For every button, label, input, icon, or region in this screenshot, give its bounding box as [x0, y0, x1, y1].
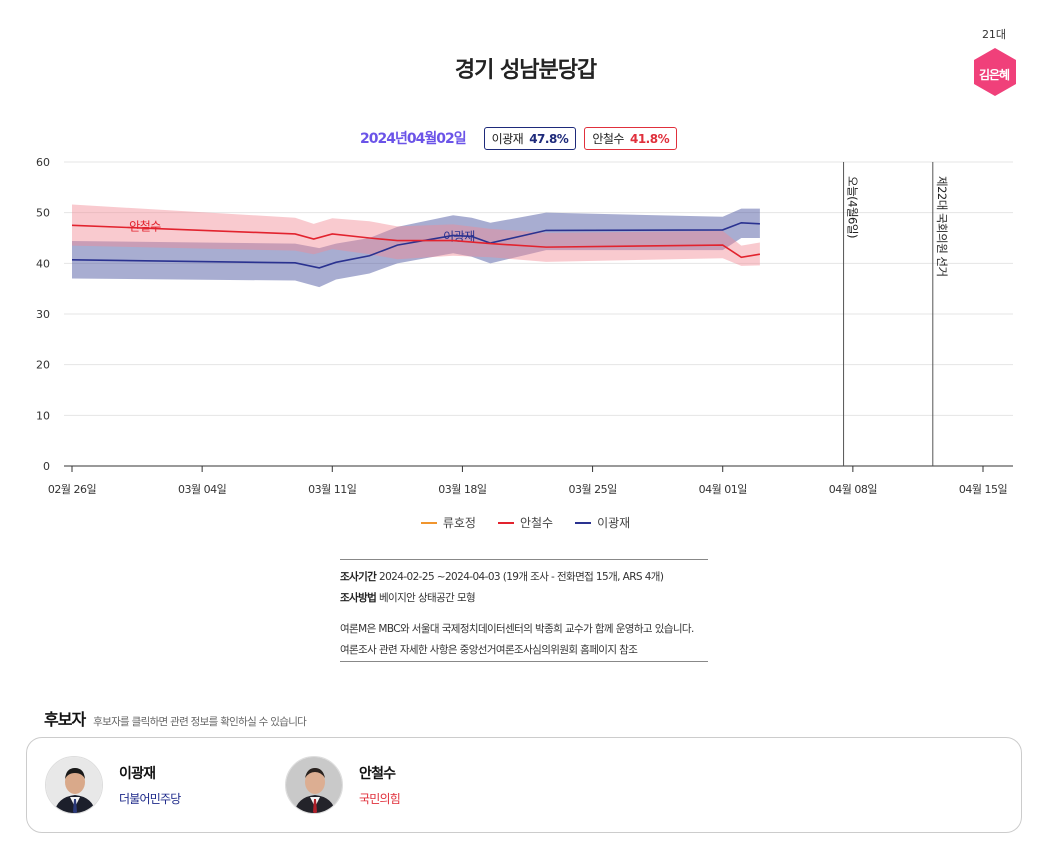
candidate-party: 더불어민주당	[119, 792, 181, 806]
period-label: 조사기간	[340, 571, 377, 583]
confidence-band-안철수	[72, 204, 760, 266]
x-tick-label: 03월 11일	[308, 482, 357, 496]
period-value: 2024-02-25 ~2024-04-03 (19개 조사 - 전화면접 15…	[379, 571, 664, 583]
legend-swatch	[420, 521, 437, 524]
candidate-party: 국민의힘	[359, 792, 401, 806]
legend-item[interactable]: 안철수	[497, 514, 554, 531]
y-tick-label: 10	[36, 409, 50, 422]
legend-swatch	[575, 521, 592, 524]
legend-label: 안철수	[519, 516, 554, 530]
candidate-card-1[interactable]: 이광재 더불어민주당	[45, 756, 181, 814]
cand2-pill-name: 안철수	[592, 131, 624, 146]
series-line-안철수	[71, 224, 761, 259]
incumbent-name: 김은혜	[978, 68, 1010, 82]
x-tick-label: 02월 26일	[48, 482, 97, 496]
x-tick-label: 04월 01일	[699, 482, 748, 496]
series-label-안철수: 안철수	[129, 219, 161, 233]
candidate-info: 이광재 더불어민주당	[119, 763, 181, 807]
incumbent-badge: 21대 김은혜	[968, 26, 1020, 100]
candidate-name[interactable]: 안철수	[359, 766, 396, 782]
x-tick-label: 04월 15일	[959, 482, 1008, 496]
y-tick-label: 40	[36, 257, 50, 270]
person-icon	[286, 757, 342, 813]
x-tick-label: 03월 25일	[568, 482, 617, 496]
y-tick-label: 0	[43, 460, 50, 473]
candidates-header: 후보자 후보자를 클릭하면 관련 정보를 확인하실 수 있습니다	[44, 706, 307, 730]
cand2-pill-pct: 41.8%	[629, 131, 670, 146]
method-label: 조사방법	[340, 592, 377, 604]
candidates-card: 이광재 더불어민주당 안철수 국민의힘	[26, 737, 1022, 833]
avatar[interactable]	[45, 756, 103, 814]
x-tick-label: 03월 18일	[438, 482, 487, 496]
note-line-2: 여론조사 관련 자세한 사항은 중앙선거여론조사심의위원회 홈페이지 참조	[340, 644, 638, 656]
person-icon	[46, 757, 102, 813]
cand1-pill: 이광재 47.8%	[483, 126, 577, 150]
status-bar: 2024년04월02일 이광재 47.8% 안철수 41.8%	[360, 126, 685, 150]
page-title: 경기 성남분당갑	[454, 58, 597, 83]
note-line-1: 여론M은 MBC와 서울대 국제정치데이터센터의 박종희 교수가 함께 운영하고…	[340, 623, 694, 635]
marker-label: 오늘(4월6일)	[846, 176, 860, 238]
candidate-info: 안철수 국민의힘	[359, 763, 401, 807]
legend-item[interactable]: 이광재	[575, 514, 630, 531]
series-line-이광재	[71, 221, 760, 269]
hexagon-icon	[973, 48, 1016, 96]
method-value: 베이지안 상태공간 모형	[379, 592, 476, 604]
legend-swatch	[497, 521, 514, 524]
y-tick-label: 60	[36, 156, 50, 169]
candidates-heading: 후보자	[44, 710, 86, 729]
x-tick-label: 04월 08일	[829, 482, 878, 496]
y-tick-label: 30	[36, 308, 50, 321]
confidence-band-이광재	[72, 208, 760, 288]
candidate-card-2[interactable]: 안철수 국민의힘	[285, 756, 401, 814]
candidate-name[interactable]: 이광재	[119, 766, 156, 782]
x-tick-label: 03월 04일	[178, 482, 227, 496]
term-label: 21대	[981, 28, 1007, 41]
poll-chart[interactable]: 0 10 20 30 40 50 60 02월 26일 03월 04일 03월 11일 03월 18…	[0, 150, 1051, 510]
avatar[interactable]	[285, 756, 343, 814]
y-tick-label: 50	[36, 207, 50, 220]
y-tick-label: 20	[36, 359, 50, 372]
legend-label: 류호정	[442, 516, 476, 530]
legend-item[interactable]: 류호정	[420, 514, 476, 531]
candidates-hint: 후보자를 클릭하면 관련 정보를 확인하실 수 있습니다	[93, 716, 307, 728]
marker-label: 제22대 국회의원 선거	[935, 176, 949, 277]
survey-note: 조사기간 2024-02-25 ~2024-04-03 (19개 조사 - 전화…	[340, 559, 708, 662]
cand2-pill: 안철수 41.8%	[584, 126, 678, 150]
chart-legend: 류호정 안철수 이광재	[0, 514, 1051, 531]
cand1-pill-name: 이광재	[491, 131, 524, 146]
cand1-pill-pct: 47.8%	[529, 131, 569, 146]
legend-label: 이광재	[597, 516, 631, 530]
current-date: 2024년04월02일	[360, 131, 467, 147]
